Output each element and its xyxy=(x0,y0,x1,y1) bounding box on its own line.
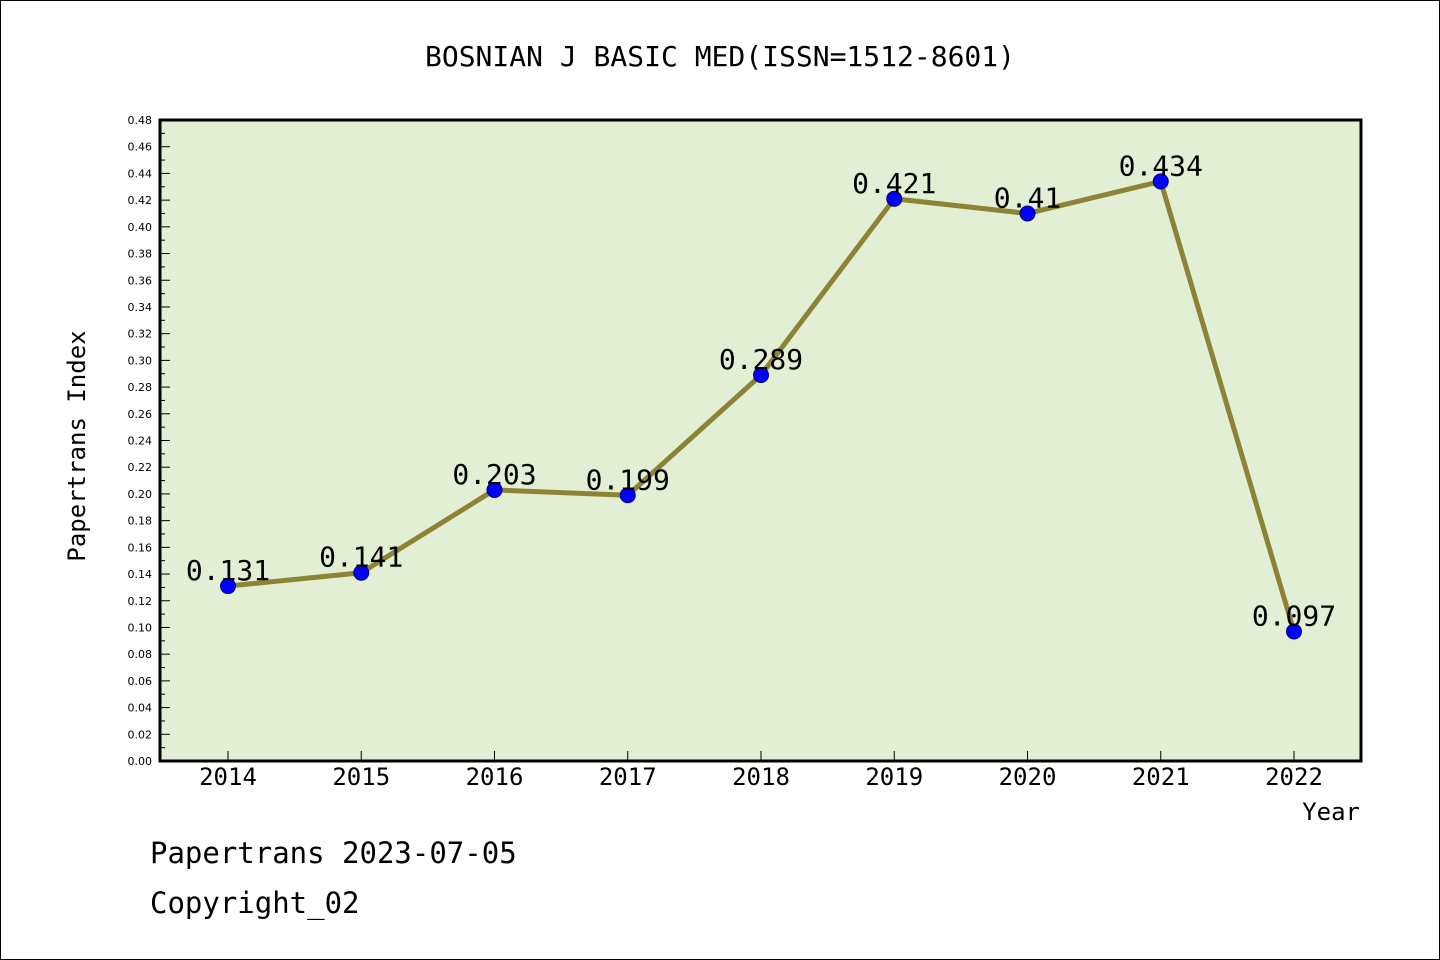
y-tick-label: 0.38 xyxy=(128,248,153,261)
y-tick-label: 0.02 xyxy=(128,728,153,741)
y-tick-label: 0.12 xyxy=(128,595,153,608)
y-tick-label: 0.34 xyxy=(128,301,153,314)
x-tick-label: 2019 xyxy=(865,763,923,791)
series-line-group xyxy=(220,173,1302,640)
x-tick-label: 2020 xyxy=(999,763,1057,791)
y-tick-label: 0.06 xyxy=(128,675,153,688)
data-label: 0.421 xyxy=(852,167,936,200)
data-point xyxy=(1019,205,1036,222)
data-label: 0.41 xyxy=(994,181,1061,214)
chart-title: BOSNIAN J BASIC MED(ISSN=1512-8601) xyxy=(425,40,1015,73)
data-point xyxy=(1152,173,1169,190)
data-point xyxy=(753,367,769,384)
y-tick-label: 0.46 xyxy=(128,141,153,154)
data-point xyxy=(886,190,903,207)
x-tick-label: 2014 xyxy=(199,763,257,791)
x-tick-label: 2015 xyxy=(332,763,390,791)
y-tick-label: 0.20 xyxy=(128,488,153,501)
y-tick-label: 0.00 xyxy=(128,755,153,768)
data-point xyxy=(619,487,636,504)
y-tick-label: 0.16 xyxy=(128,541,153,554)
data-point xyxy=(220,578,236,595)
y-tick-label: 0.28 xyxy=(128,381,153,394)
data-label: 0.434 xyxy=(1119,149,1203,182)
data-point xyxy=(1286,623,1302,640)
y-tick-label: 0.30 xyxy=(128,354,153,367)
data-label: 0.097 xyxy=(1252,599,1336,632)
x-tick-label: 2016 xyxy=(466,763,524,791)
data-label: 0.289 xyxy=(719,343,803,376)
y-tick-label: 0.48 xyxy=(128,114,153,127)
x-tick-label: 2017 xyxy=(599,763,657,791)
y-tick-label: 0.04 xyxy=(128,702,153,715)
y-tick-label: 0.40 xyxy=(128,221,153,234)
x-tick-label: 2021 xyxy=(1132,763,1190,791)
y-tick-label: 0.10 xyxy=(128,621,153,634)
footer-date: Papertrans 2023-07-05 xyxy=(150,836,517,870)
data-label: 0.131 xyxy=(186,554,270,587)
y-tick-label: 0.22 xyxy=(128,461,153,474)
x-axis-ticks: 2014 2015 2016 2017 2018 2019 2020 2021 2022 xyxy=(199,751,1323,791)
y-tick-label: 0.26 xyxy=(128,408,153,421)
y-axis-label: Papertrans Index xyxy=(63,330,91,561)
y-tick-label: 0.14 xyxy=(128,568,153,581)
plot-area xyxy=(158,118,1363,763)
footer-copyright: Copyright_02 xyxy=(150,886,360,921)
y-tick-label: 0.36 xyxy=(128,274,153,287)
y-tick-label: 0.32 xyxy=(128,328,153,341)
x-tick-label: 2018 xyxy=(732,763,790,791)
data-point xyxy=(353,564,370,581)
y-axis-ticks: 0.00 0.02 0.04 0.06 0.08 0.10 0.12 0.14 0.16 0.18… xyxy=(128,114,170,768)
x-axis-label: Year xyxy=(1302,798,1360,826)
data-point xyxy=(486,481,503,498)
y-tick-label: 0.44 xyxy=(128,167,153,180)
data-labels: 0.131 0.141 0.203 0.199 0.289 0.421 0.41 0.434 0… xyxy=(186,149,1336,632)
data-label: 0.199 xyxy=(586,463,670,496)
y-tick-label: 0.08 xyxy=(128,648,153,661)
data-label: 0.141 xyxy=(319,541,403,574)
x-tick-label: 2022 xyxy=(1265,763,1323,791)
y-tick-label: 0.24 xyxy=(128,435,153,448)
y-tick-label: 0.18 xyxy=(128,515,153,528)
y-tick-label: 0.42 xyxy=(128,194,153,207)
data-label: 0.203 xyxy=(452,458,536,491)
